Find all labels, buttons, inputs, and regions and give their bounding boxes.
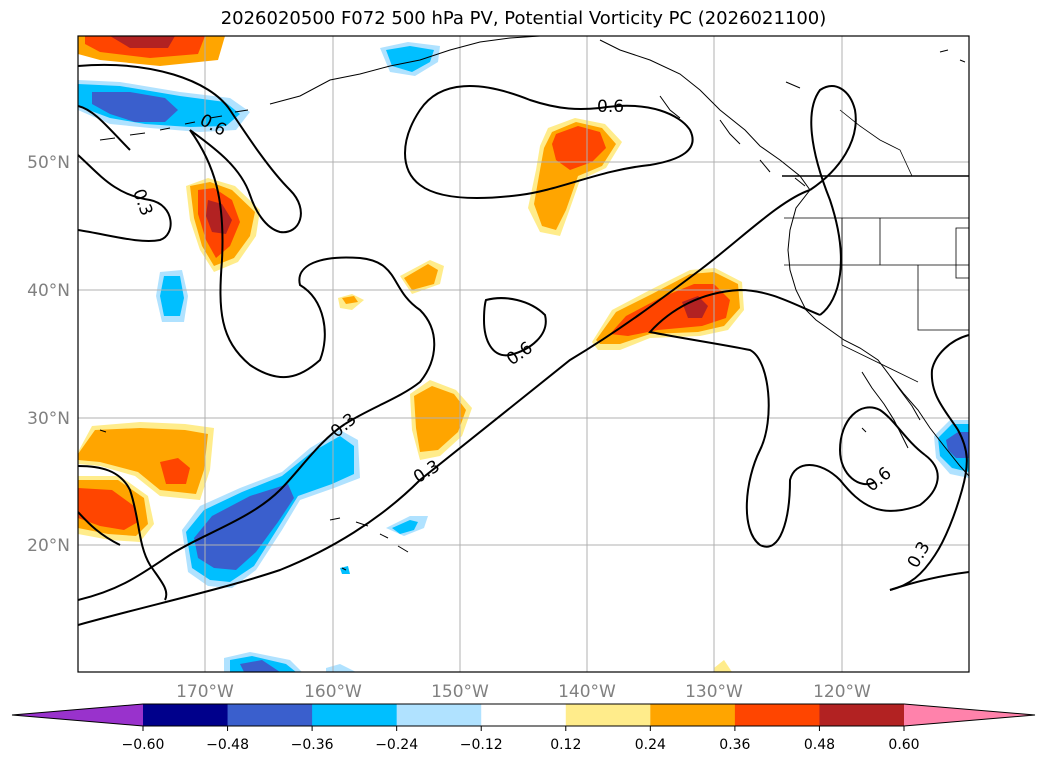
colorbar-swatch <box>396 704 482 726</box>
colorbar-extend-low <box>12 704 143 726</box>
pv-contour-line <box>838 406 926 486</box>
pv-fill-negative <box>946 432 969 458</box>
aleutian-islands <box>99 109 249 141</box>
colorbar-tick-label: −0.12 <box>460 737 503 753</box>
pv-fill-negative <box>92 92 178 122</box>
colorbar-swatch <box>734 704 820 726</box>
us-west-coast <box>787 189 969 477</box>
contour-label: 0.6 <box>503 338 537 370</box>
pv-fill-positive <box>610 284 730 336</box>
colorbar-swatch <box>819 704 905 726</box>
colorbar-tick-label: −0.24 <box>375 737 418 753</box>
colorbar-swatch <box>650 704 736 726</box>
colorbar-tick-label: 0.12 <box>550 737 581 753</box>
contour-label: 0.6 <box>862 463 896 496</box>
pv-fill-positive <box>682 296 708 318</box>
bc-islands <box>659 95 806 187</box>
map-title: 2026020500 F072 500 hPa PV, Potential Vo… <box>220 8 827 29</box>
pv-fill-positive <box>414 386 466 452</box>
lon-tick-label: 160°W <box>304 682 362 702</box>
lat-tick-label: 40°N <box>27 281 70 301</box>
gulf-of-california <box>889 375 921 421</box>
colorbar-swatch <box>227 704 313 726</box>
pv-contours <box>78 63 969 626</box>
pv-fill-negative <box>160 276 184 316</box>
pv-contour-line <box>889 334 969 591</box>
colorbar-tick-label: 0.48 <box>804 737 835 753</box>
lat-tick-label: 30°N <box>27 409 70 429</box>
alaska-panhandle <box>599 39 811 191</box>
colorbar-swatch <box>312 704 398 726</box>
colorbar-swatches <box>12 704 1035 726</box>
pv-contour-line <box>78 465 168 601</box>
coastline-layer <box>99 36 969 571</box>
pv-contour-line <box>78 423 346 601</box>
baja-peninsula <box>861 371 909 449</box>
colorbar-tick-label: 0.60 <box>888 737 919 753</box>
pv-contour-line <box>482 297 547 357</box>
colorbar-tick-label: −0.60 <box>122 737 165 753</box>
colorbar-tick-label: −0.36 <box>291 737 334 753</box>
pv-fill-positive <box>160 458 190 484</box>
pv-fill-negative <box>386 46 434 72</box>
colorbar: −0.60 −0.48 −0.36 −0.24 −0.12 0.12 0.24 0.36 0.4… <box>11 703 1036 753</box>
gridlines <box>78 36 969 672</box>
lon-tick-label: 170°W <box>176 682 234 702</box>
pv-fill-negative <box>240 660 280 672</box>
pv-contour-line <box>809 85 857 316</box>
pv-contour-line <box>78 189 811 626</box>
colorbar-tick-label: 0.24 <box>635 737 666 753</box>
pv-contour-line <box>78 154 172 242</box>
lon-tick-label: 120°W <box>813 682 871 702</box>
pv-fill-positive <box>78 488 138 530</box>
pv-contour-line <box>889 571 969 591</box>
colorbar-tick-label: −0.48 <box>206 737 249 753</box>
colorbar-swatch <box>565 704 651 726</box>
pv-fill-positive <box>404 264 438 290</box>
pv-fill-negative <box>392 520 418 534</box>
hawaii-islands <box>329 517 409 571</box>
lat-tick-label: 20°N <box>27 536 70 556</box>
contour-label: 0.6 <box>597 97 624 117</box>
lon-tick-labels: 170°W 160°W 150°W 140°W 130°W 120°W <box>176 682 871 702</box>
pv-contour-line <box>78 63 302 234</box>
colorbar-swatch <box>143 704 229 726</box>
pv-contour-line <box>404 85 694 199</box>
pv-fill-positive <box>110 36 175 48</box>
pv-contour-line <box>78 511 121 546</box>
pv-fill-negative <box>326 664 356 672</box>
misc-islands <box>99 49 966 433</box>
contour-label: 0.3 <box>904 538 935 571</box>
colorbar-outline <box>11 703 1036 727</box>
lon-tick-label: 140°W <box>558 682 616 702</box>
alaska-coastline <box>269 36 541 105</box>
contour-label: 0.3 <box>128 186 156 218</box>
pv-fill-layer <box>78 36 969 672</box>
lat-tick-label: 50°N <box>27 153 70 173</box>
pv-fill-negative <box>194 484 294 570</box>
pv-contour-line <box>78 105 131 151</box>
colorbar-ticks: −0.60 −0.48 −0.36 −0.24 −0.12 0.12 0.24 0.36 0.4… <box>122 726 920 753</box>
lon-tick-label: 150°W <box>431 682 489 702</box>
pv-fill-positive <box>714 660 732 672</box>
colorbar-swatch <box>481 704 567 726</box>
pv-fill-positive <box>206 200 232 234</box>
pv-fill-positive <box>342 296 358 304</box>
contour-label: 0.3 <box>410 456 444 487</box>
colorbar-extend-high <box>904 704 1035 726</box>
map-frame <box>77 35 970 673</box>
canada-provinces <box>839 109 913 177</box>
pv-contour-line <box>648 288 939 548</box>
pv-fill-positive <box>552 126 606 170</box>
colorbar-tick-label: 0.36 <box>719 737 750 753</box>
lat-tick-labels: 20°N 30°N 40°N 50°N <box>27 153 70 556</box>
state-borders <box>784 217 969 383</box>
pv-contour-line <box>189 129 436 425</box>
lon-tick-label: 130°W <box>685 682 743 702</box>
